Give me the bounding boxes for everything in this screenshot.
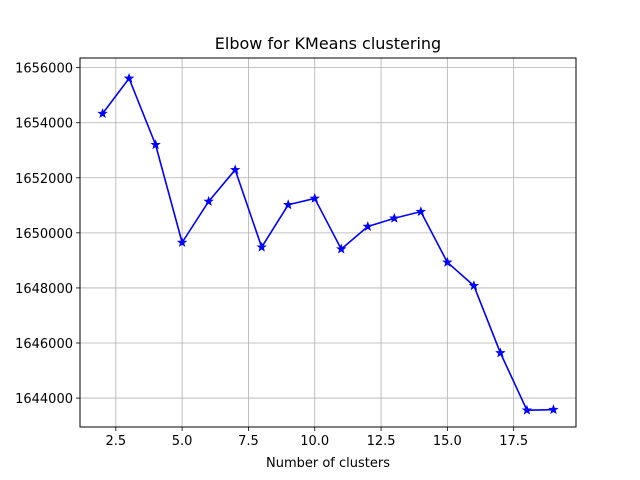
x-tick-label: 12.5 — [367, 434, 396, 449]
data-point — [97, 108, 108, 119]
data-point — [256, 241, 267, 252]
data-point — [521, 404, 533, 415]
data-point — [389, 212, 400, 223]
y-tick-label: 1650000 — [15, 227, 73, 242]
y-tick-label: 1652000 — [15, 172, 73, 187]
grid-lines — [80, 58, 576, 427]
data-point — [309, 192, 320, 203]
data-point — [123, 72, 135, 83]
x-tick-label: 5.0 — [172, 434, 193, 449]
x-tick-label: 7.5 — [238, 434, 259, 449]
y-tick-label: 1646000 — [15, 337, 73, 352]
data-point — [203, 196, 214, 206]
plot-frame — [79, 57, 577, 428]
data-point — [415, 206, 427, 217]
data-point — [283, 199, 294, 210]
chart-title: Elbow for KMeans clustering — [215, 34, 441, 53]
data-point — [548, 404, 559, 415]
data-point — [229, 164, 241, 175]
data-point — [336, 243, 347, 254]
x-axis-label: Number of clusters — [266, 456, 390, 471]
y-tick-label: 1644000 — [15, 392, 73, 407]
x-tick-label: 2.5 — [105, 434, 126, 449]
data-point — [362, 221, 373, 231]
axis-ticks: 2.5 5.0 7.5 10.0 12.5 15.0 17.5 1644000 1646000 1… — [15, 62, 528, 449]
series-line — [101, 77, 554, 412]
data-point — [150, 139, 161, 150]
data-point — [468, 280, 480, 291]
data-series — [97, 72, 559, 415]
x-tick-label: 17.5 — [499, 434, 528, 449]
x-tick-label: 15.0 — [433, 434, 462, 449]
data-point — [495, 347, 506, 358]
x-tick-label: 10.0 — [300, 434, 329, 449]
y-tick-label: 1648000 — [15, 282, 73, 297]
y-tick-label: 1654000 — [15, 117, 73, 132]
data-point — [176, 237, 188, 247]
y-tick-label: 1656000 — [15, 62, 73, 77]
data-point — [442, 256, 453, 267]
